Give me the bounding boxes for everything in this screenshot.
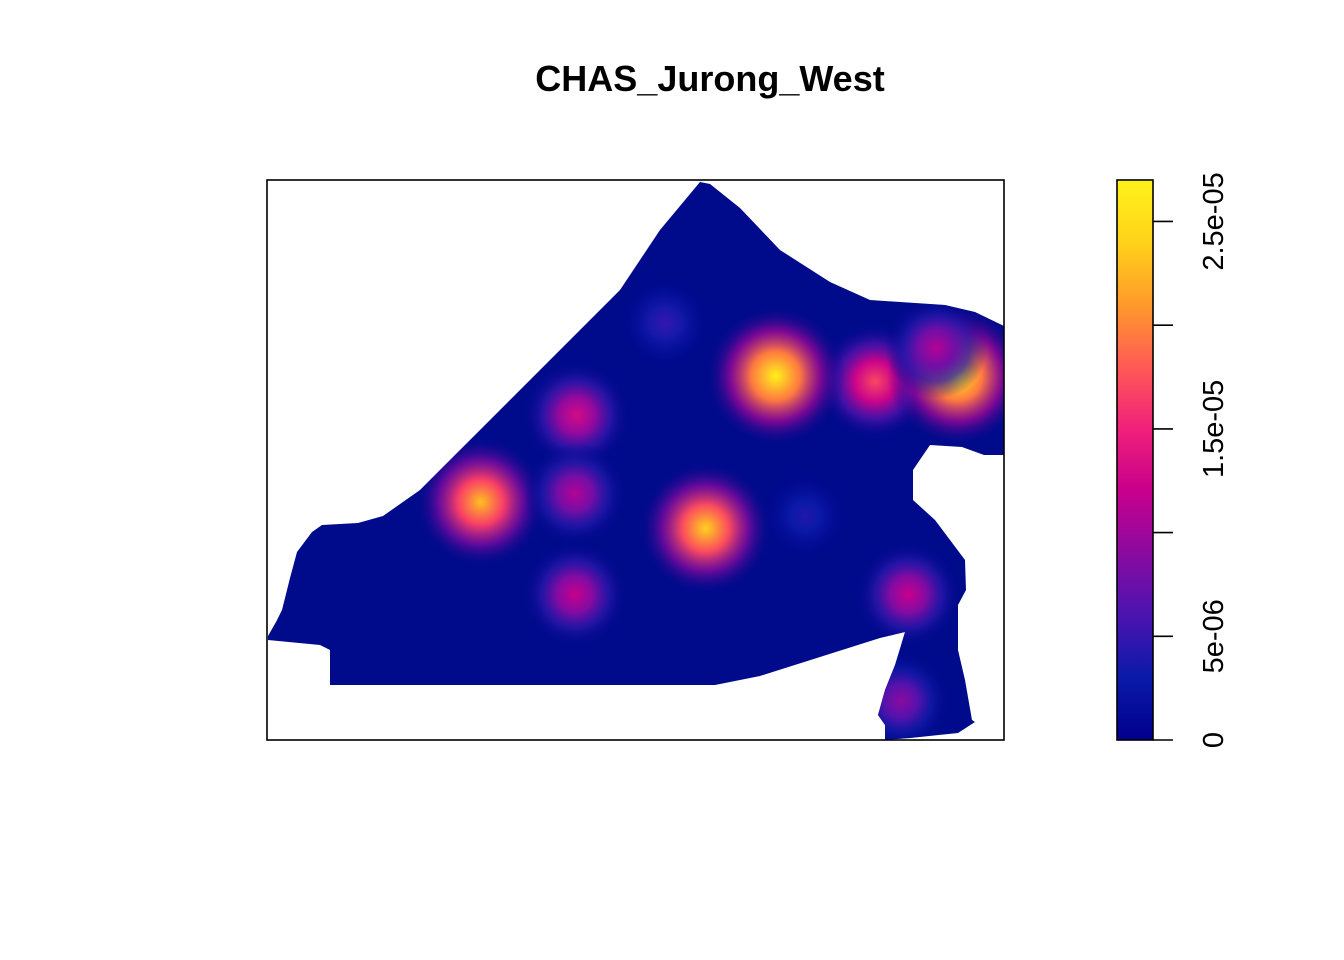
hotspot <box>855 542 961 647</box>
colorbar-tick-label: 2.5e-05 <box>1198 172 1230 270</box>
hotspot <box>705 306 846 446</box>
colorbar-border <box>1116 179 1154 741</box>
hotspot <box>524 442 627 545</box>
colorbar-tick-label: 0 <box>1198 732 1230 748</box>
chart-title: CHAS_Jurong_West <box>535 58 885 99</box>
hotspot <box>885 296 988 400</box>
plot-border <box>266 179 1005 741</box>
hotspot <box>762 473 848 559</box>
colorbar <box>1117 180 1153 740</box>
colorbar-tick-label: 1.5e-05 <box>1198 380 1230 478</box>
colorbar-ticks: 0 5e-06 1.5e-05 2.5e-05 <box>1153 172 1230 748</box>
hotspot <box>639 461 772 595</box>
hotspot <box>621 278 709 367</box>
hotspot <box>522 542 628 647</box>
hotspot <box>523 361 630 469</box>
hotspot <box>415 436 546 568</box>
colorbar-tick-label: 5e-06 <box>1198 599 1230 673</box>
